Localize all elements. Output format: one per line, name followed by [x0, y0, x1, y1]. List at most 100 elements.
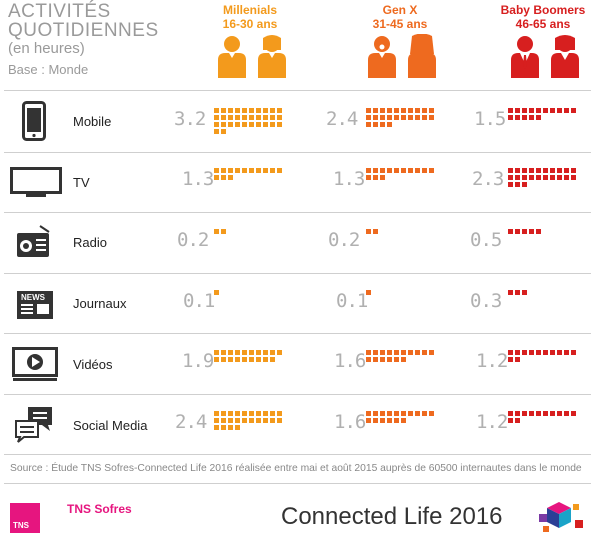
bar-unit-mobile-genx: [415, 115, 420, 120]
bar-unit-mobile-millenials: [228, 115, 233, 120]
bar-unit-tv-babyboomers: [536, 168, 541, 173]
bar-unit-social-media-genx: [373, 411, 378, 416]
bar-unit-tv-genx: [373, 175, 378, 180]
bar-unit-vidéos-millenials: [242, 350, 247, 355]
bar-unit-tv-genx: [366, 168, 371, 173]
bar-unit-social-media-genx: [366, 418, 371, 423]
bar-unit-tv-babyboomers: [529, 175, 534, 180]
bar-unit-tv-millenials: [235, 168, 240, 173]
value-label-mobile-genx: 2.4: [326, 108, 358, 130]
row-divider: [4, 394, 591, 395]
bar-unit-social-media-millenials: [214, 418, 219, 423]
row-label-social-media: Social Media: [73, 418, 148, 433]
bar-unit-mobile-millenials: [214, 129, 219, 134]
bar-unit-tv-genx: [415, 168, 420, 173]
bar-unit-mobile-genx: [373, 122, 378, 127]
bar-unit-tv-genx: [373, 168, 378, 173]
bar-unit-mobile-genx: [394, 108, 399, 113]
bar-unit-radio-millenials: [214, 229, 219, 234]
bar-unit-tv-millenials: [221, 175, 226, 180]
bar-unit-mobile-millenials: [270, 115, 275, 120]
bar-unit-tv-millenials: [228, 168, 233, 173]
bar-unit-mobile-babyboomers: [536, 115, 541, 120]
bar-unit-vidéos-millenials: [214, 350, 219, 355]
bar-unit-mobile-genx: [387, 122, 392, 127]
bar-unit-vidéos-genx: [422, 350, 427, 355]
bar-unit-mobile-millenials: [221, 108, 226, 113]
bar-unit-mobile-genx: [408, 108, 413, 113]
value-label-journaux-genx: 0.1: [336, 290, 368, 312]
bar-unit-social-media-millenials: [256, 411, 261, 416]
bar-unit-mobile-millenials: [263, 115, 268, 120]
bar-unit-tv-millenials: [249, 168, 254, 173]
chart-title: ACTIVITÉS QUOTIDIENNES: [8, 1, 159, 41]
generation-header-millenials: Millenials 16-30 ans: [222, 3, 278, 31]
value-label-journaux-babyboomers: 0.3: [470, 290, 502, 312]
bar-unit-mobile-genx: [394, 115, 399, 120]
bar-unit-vidéos-genx: [429, 350, 434, 355]
bar-unit-vidéos-genx: [408, 350, 413, 355]
bar-unit-social-media-millenials: [270, 418, 275, 423]
genx-people-icon: [368, 34, 436, 78]
bar-unit-vidéos-genx: [387, 350, 392, 355]
bar-unit-vidéos-millenials: [214, 357, 219, 362]
bar-unit-mobile-babyboomers: [557, 108, 562, 113]
value-label-radio-babyboomers: 0.5: [470, 229, 502, 251]
bar-unit-social-media-babyboomers: [515, 418, 520, 423]
value-label-videos-genx: 1.6: [334, 350, 366, 372]
bar-unit-mobile-babyboomers: [529, 115, 534, 120]
generation-header-babyboomers: Baby Boomers 46-65 ans: [500, 3, 586, 31]
bar-unit-social-media-millenials: [277, 411, 282, 416]
value-label-videos-millenials: 1.9: [182, 350, 214, 372]
bar-unit-tv-millenials: [256, 168, 261, 173]
bar-unit-social-media-millenials: [214, 411, 219, 416]
bar-unit-mobile-babyboomers: [508, 108, 513, 113]
bar-unit-tv-babyboomers: [543, 168, 548, 173]
bar-unit-social-media-millenials: [228, 418, 233, 423]
bar-unit-mobile-millenials: [214, 108, 219, 113]
bar-unit-mobile-millenials: [249, 115, 254, 120]
bar-unit-mobile-genx: [366, 108, 371, 113]
brand-name: TNS Sofres: [67, 502, 132, 516]
bar-unit-vidéos-millenials: [228, 350, 233, 355]
bar-unit-tv-millenials: [214, 168, 219, 173]
bar-unit-mobile-babyboomers: [571, 108, 576, 113]
bar-unit-vidéos-genx: [366, 350, 371, 355]
bar-unit-social-media-genx: [366, 411, 371, 416]
bar-unit-mobile-babyboomers: [550, 108, 555, 113]
bar-unit-radio-babyboomers: [515, 229, 520, 234]
bar-unit-mobile-millenials: [277, 108, 282, 113]
bar-unit-social-media-millenials: [214, 425, 219, 430]
bar-unit-vidéos-millenials: [221, 350, 226, 355]
bar-unit-social-media-millenials: [235, 425, 240, 430]
value-label-tv-millenials: 1.3: [182, 168, 214, 190]
bar-unit-journaux-millenials: [214, 290, 219, 295]
bar-unit-social-media-genx: [408, 411, 413, 416]
bar-unit-mobile-millenials: [228, 108, 233, 113]
bar-unit-social-media-genx: [387, 418, 392, 423]
newspaper-icon-text: NEWS: [21, 293, 46, 302]
row-divider: [4, 152, 591, 153]
bar-unit-vidéos-millenials: [242, 357, 247, 362]
bar-unit-tv-genx: [394, 168, 399, 173]
mobile-phone-icon: [22, 101, 46, 141]
row-label-mobile: Mobile: [73, 114, 112, 129]
bar-unit-mobile-millenials: [256, 108, 261, 113]
bar-unit-social-media-millenials: [221, 411, 226, 416]
bar-unit-vidéos-millenials: [228, 357, 233, 362]
bar-unit-mobile-babyboomers: [536, 108, 541, 113]
newspaper-icon: NEWS: [17, 291, 53, 319]
bar-unit-tv-genx: [422, 168, 427, 173]
bar-unit-social-media-genx: [401, 418, 406, 423]
bar-unit-social-media-millenials: [228, 425, 233, 430]
bar-unit-tv-babyboomers: [564, 175, 569, 180]
bar-unit-vidéos-babyboomers: [508, 350, 513, 355]
value-label-tv-babyboomers: 2.3: [472, 168, 504, 190]
bar-unit-social-media-babyboomers: [529, 411, 534, 416]
chart-base: Base : Monde: [8, 62, 89, 77]
bar-unit-mobile-genx: [387, 108, 392, 113]
bar-unit-mobile-genx: [366, 122, 371, 127]
bar-unit-mobile-millenials: [235, 122, 240, 127]
bar-unit-tv-babyboomers: [529, 168, 534, 173]
bar-unit-tv-babyboomers: [515, 182, 520, 187]
